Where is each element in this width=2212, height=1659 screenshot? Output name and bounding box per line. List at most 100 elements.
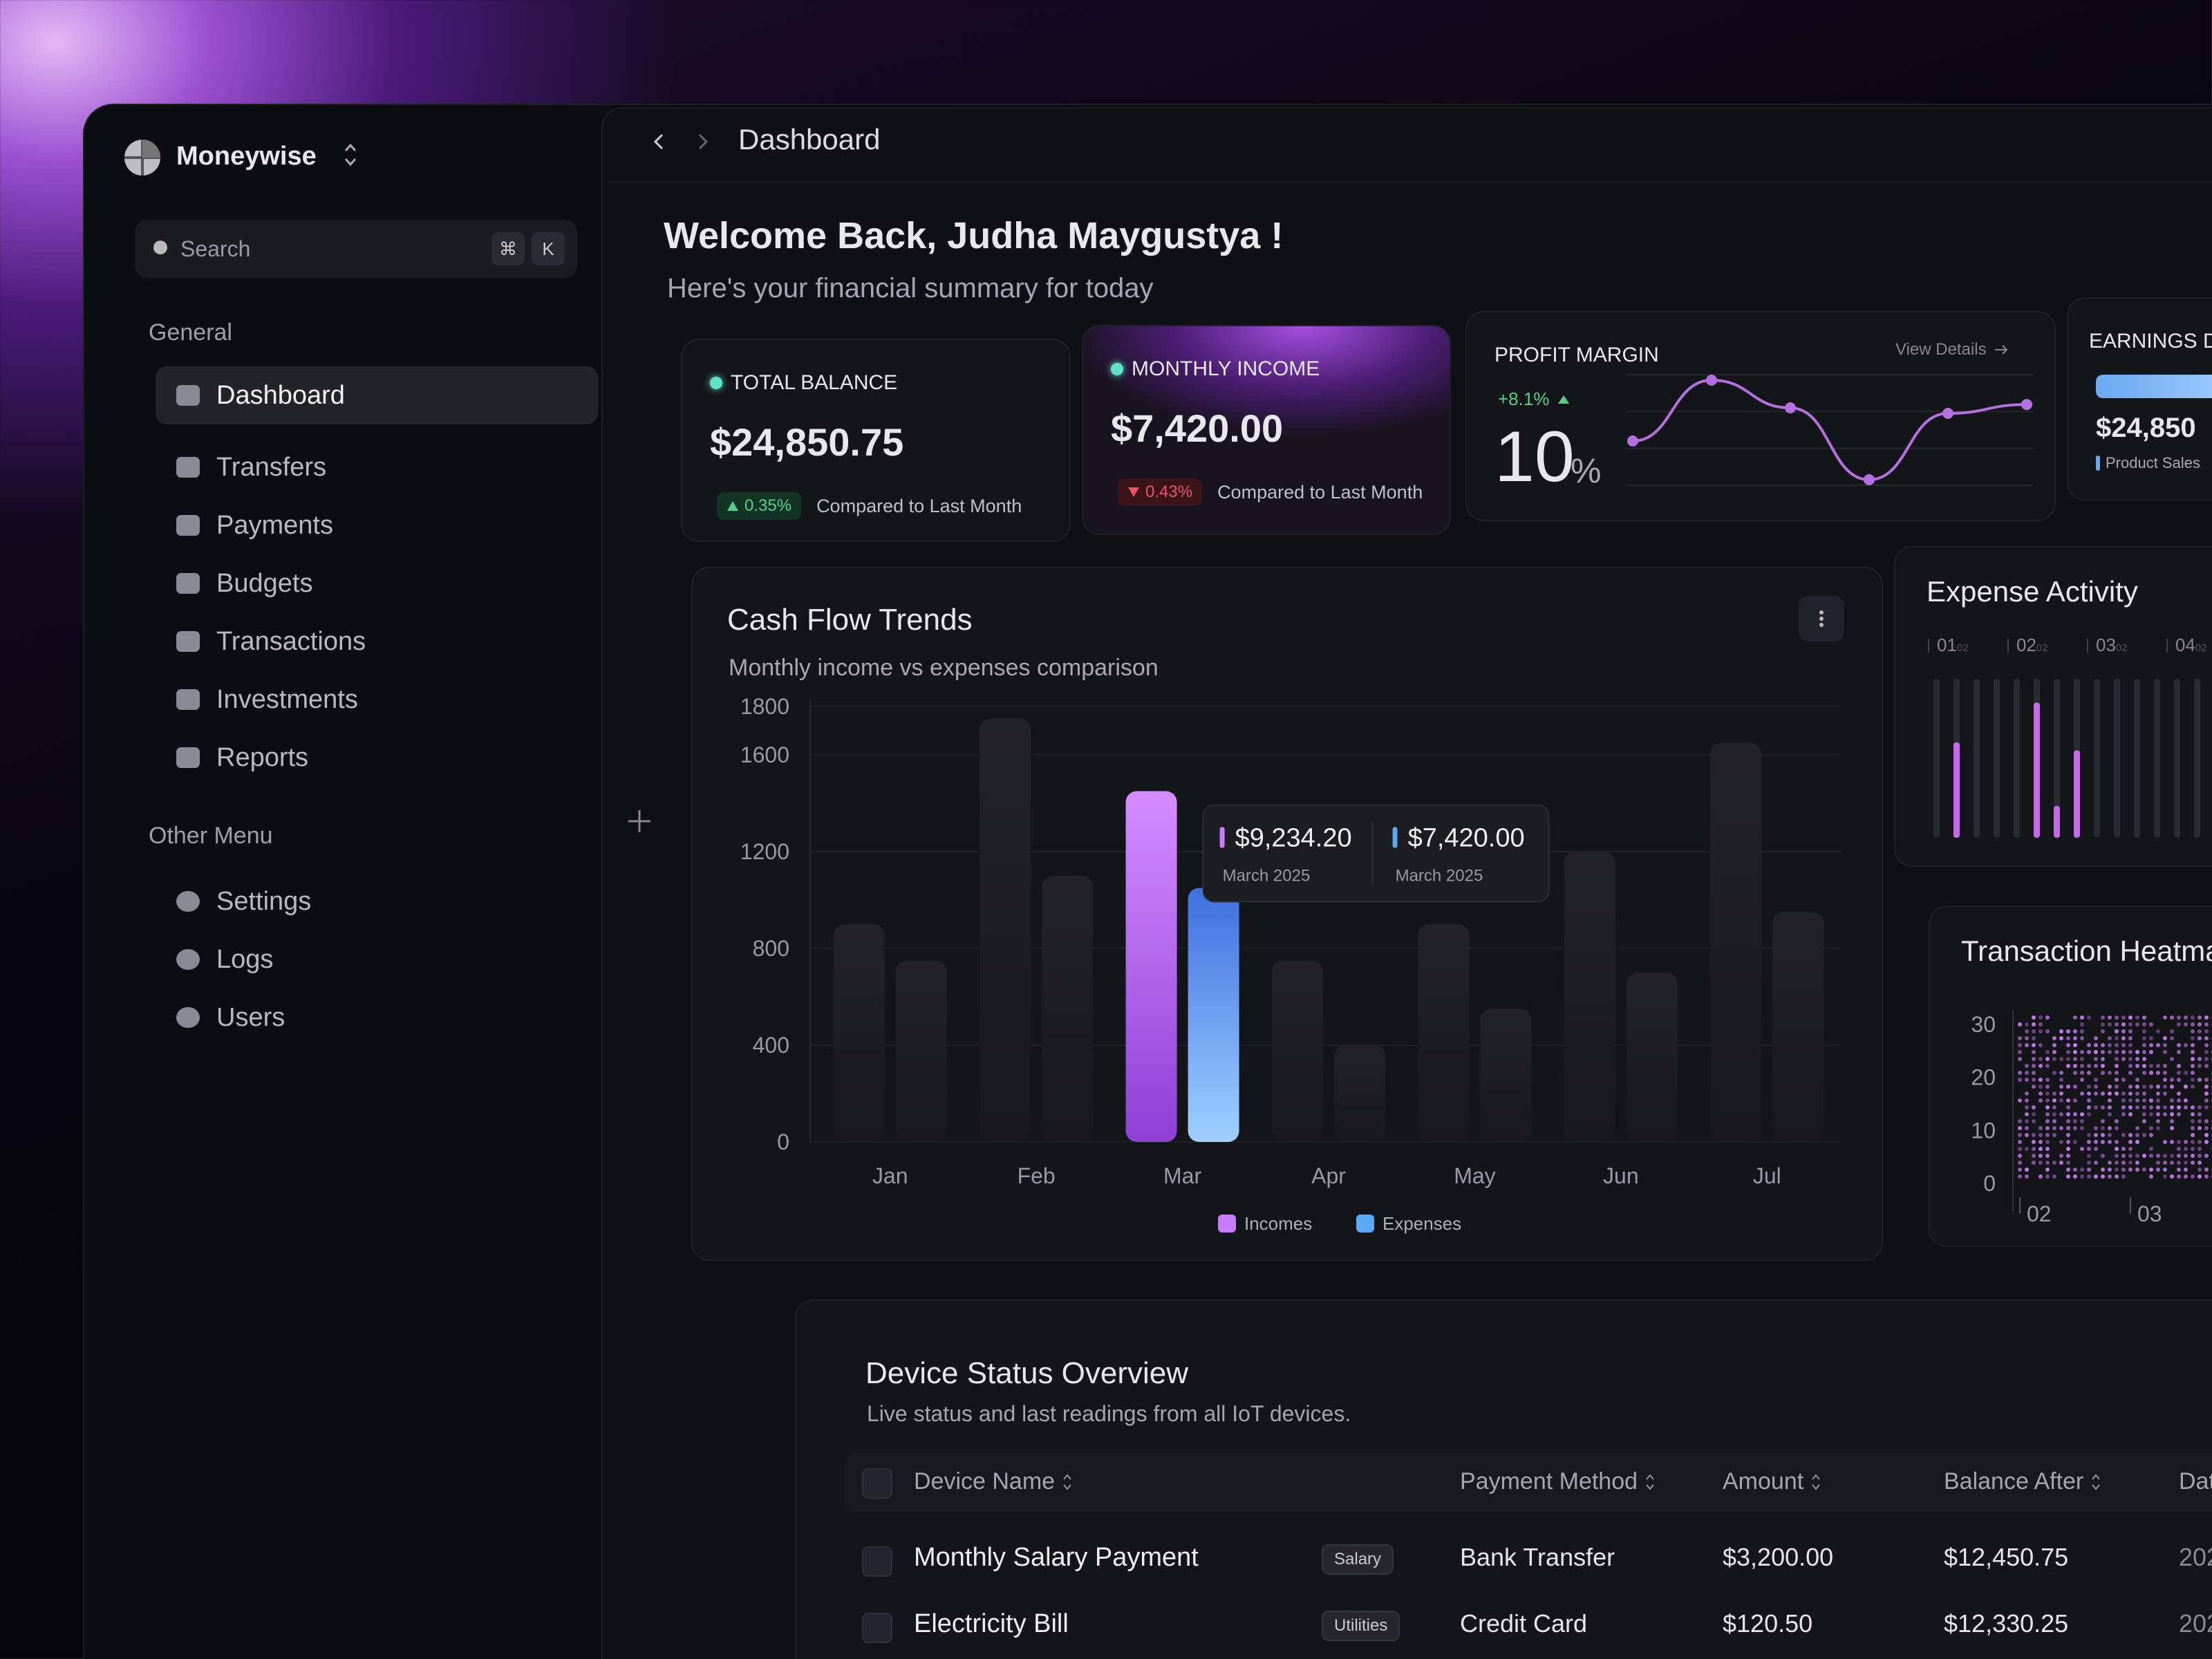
heat-dot [2135,1126,2139,1130]
nav-label[interactable]: Reports [216,742,309,772]
column-header[interactable]: Date [2179,1468,2212,1495]
column-label[interactable]: Payment Method [1460,1468,1638,1494]
nav-item[interactable]: Logs [156,930,598,988]
heat-dot [2177,1071,2181,1075]
nav-item[interactable]: Transactions [156,612,598,671]
nav-item[interactable]: Budgets [156,554,598,612]
period-main: 02 [2016,635,2036,655]
heat-dot [2191,1126,2195,1130]
heat-dot [2101,1168,2105,1172]
heat-dot [2197,1168,2202,1172]
nav-item[interactable]: Dashboard [156,366,598,424]
activity-track [2154,679,2160,838]
heat-dot [2121,1057,2126,1061]
heat-dot [2052,1161,2056,1165]
heat-dot [2073,1085,2077,1089]
heat-dot [2142,1036,2146,1040]
checkbox[interactable] [862,1546,892,1577]
column-header[interactable]: Payment Method [1460,1468,1656,1495]
heat-dot [2108,1091,2112,1096]
legend-label: Expenses [1382,1213,1461,1234]
brand-logo [124,140,160,176]
view-details-link[interactable]: View Details [1895,340,2009,359]
heat-dot [2108,1071,2112,1075]
heat-dot [2073,1036,2077,1040]
checkbox[interactable] [862,1468,892,1499]
nav-item[interactable]: Reports [156,729,598,787]
heat-dot [2108,1174,2112,1179]
activity-track [2134,679,2140,838]
nav-label[interactable]: Investments [216,684,358,714]
column-header[interactable]: Balance After [1944,1468,2101,1495]
add-button[interactable] [626,807,653,835]
search-box[interactable]: Search ⌘ K [135,220,577,278]
table-card: Device Status Overview Live status and la… [795,1300,2212,1659]
heat-dot [2128,1112,2133,1116]
heat-dot [2177,1112,2181,1116]
nav-item[interactable]: Users [156,988,598,1047]
heat-dot [2059,1140,2063,1144]
welcome-title: Welcome Back, Judha Maygustya ! [664,215,1284,256]
nav-item[interactable]: Transfers [156,438,598,496]
heat-dot [2094,1050,2098,1054]
y-tick-label: 0 [1983,1171,1996,1196]
nav-label[interactable]: Payments [216,510,333,540]
nav-label[interactable]: Users [216,1002,285,1032]
heat-dot [2121,1105,2126,1109]
y-tick-label: 400 [753,1033,789,1058]
menu-button[interactable] [1799,596,1844,641]
column-header[interactable]: Device Name [914,1468,1073,1495]
column-header[interactable]: Amount [1723,1468,1821,1495]
heat-dot [2184,1147,2188,1151]
nav-item[interactable]: Settings [156,872,598,930]
heat-dot [2142,1064,2146,1068]
link-text[interactable]: View Details [1895,340,1987,359]
bar [1125,791,1177,1142]
heat-dot [2059,1098,2063,1103]
heat-dot [2073,1174,2077,1179]
column-label[interactable]: Balance After [1944,1468,2084,1494]
heat-dot [2108,1168,2112,1172]
nav-label[interactable]: Settings [216,886,312,916]
heat-dot [2191,1174,2195,1179]
heat-dot [2025,1119,2029,1123]
heat-dot [2018,1050,2022,1054]
nav-item[interactable]: Payments [156,496,598,554]
heat-dot [2025,1133,2029,1137]
sort-arrows [1812,1473,1820,1490]
nav-icon [176,747,200,768]
heat-dot [2204,1126,2209,1130]
heat-dot [2170,1119,2174,1123]
column-label[interactable]: Amount [1723,1468,1804,1494]
heat-dot [2177,1064,2181,1068]
heat-dot [2115,1036,2119,1040]
heat-dot [2197,1036,2202,1040]
nav-item[interactable]: Investments [156,671,598,729]
nav-label[interactable]: Transfers [216,452,327,482]
search-icon [153,241,167,254]
bar [1953,742,1960,838]
heat-dot [2191,1036,2195,1040]
heat-dot [2038,1029,2043,1033]
column-label[interactable]: Device Name [914,1468,1056,1494]
heat-dot [2191,1147,2195,1151]
heat-dot [2115,1064,2119,1068]
nav-label[interactable]: Logs [216,944,274,974]
nav-label[interactable]: Transactions [216,626,366,656]
history-nav[interactable] [650,128,712,156]
nav-label[interactable]: Budgets [216,568,313,598]
card-title: PROFIT MARGIN [1494,344,1659,366]
nav-label[interactable]: Dashboard [216,380,345,410]
heat-dot [2059,1057,2063,1061]
column-label[interactable]: Date [2179,1468,2212,1494]
brand-switcher[interactable] [342,140,359,170]
heat-dot [2080,1168,2084,1172]
heat-dot [2080,1078,2084,1082]
heat-dot [2163,1043,2167,1047]
heat-dot [2101,1154,2105,1158]
checkbox[interactable] [862,1613,892,1643]
heat-dot [2149,1043,2153,1047]
bar [1772,912,1824,1142]
heat-dot [2142,1043,2146,1047]
card-title-text: TOTAL BALANCE [731,371,898,394]
